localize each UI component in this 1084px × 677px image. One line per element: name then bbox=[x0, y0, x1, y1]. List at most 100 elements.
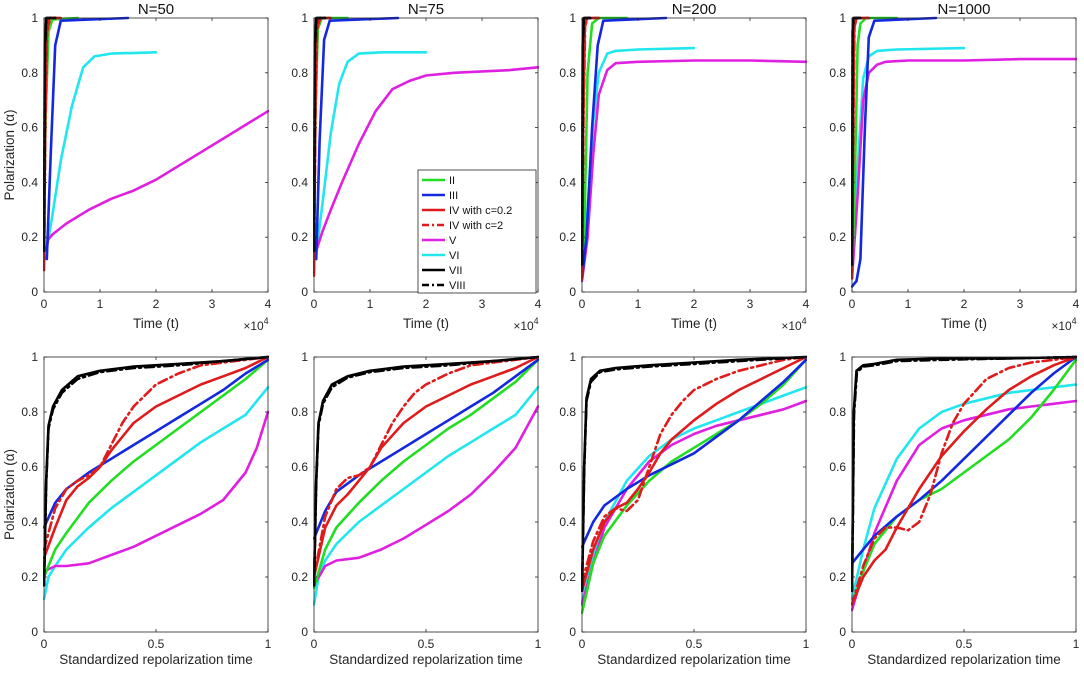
series-line-iii bbox=[581, 16, 668, 280]
y-tick-label: 0.4 bbox=[829, 515, 846, 529]
y-tick-label: 0 bbox=[31, 625, 38, 639]
y-tick-label: 1 bbox=[839, 350, 846, 364]
x-exponent-label: ×104 bbox=[781, 316, 806, 333]
legend-item: VII bbox=[422, 265, 462, 277]
x-tick-label: 3 bbox=[1017, 297, 1024, 311]
series-line-iv-with-c-0-2 bbox=[313, 355, 539, 579]
x-tick-label: 0.5 bbox=[956, 637, 973, 651]
y-tick-label: 0 bbox=[839, 285, 846, 299]
panel-title: N=200 bbox=[672, 1, 717, 18]
panel-7: 0 0.2 0.4 0.6 0.8 1 0 0.5 1 Standardized repolari… bbox=[559, 350, 809, 667]
legend-label: II bbox=[449, 175, 455, 187]
y-tick-label: 0.8 bbox=[829, 66, 846, 80]
y-tick-label: 0.2 bbox=[559, 570, 576, 584]
x-tick-label: 4 bbox=[265, 297, 272, 311]
y-tick-label: 0.4 bbox=[559, 175, 576, 189]
y-tick-label: 0.8 bbox=[21, 405, 38, 419]
legend-item: VI bbox=[422, 250, 459, 262]
x-tick-label: 0.5 bbox=[418, 637, 435, 651]
panel-5: 0 0.2 0.4 0.6 0.8 1 0 0.5 1 Standardized repolari… bbox=[2, 350, 272, 667]
plot-area bbox=[582, 357, 806, 632]
y-tick-label: 0.2 bbox=[21, 570, 38, 584]
y-tick-label: 0.2 bbox=[291, 230, 308, 244]
y-tick-label: 0.2 bbox=[291, 570, 308, 584]
y-tick-label: 0.8 bbox=[21, 66, 38, 80]
x-tick-label: 2 bbox=[961, 297, 968, 311]
x-tick-label: 1 bbox=[535, 637, 542, 651]
y-tick-label: 0.6 bbox=[21, 121, 38, 135]
y-tick-label: 0.6 bbox=[559, 460, 576, 474]
x-tick-label: 2 bbox=[423, 297, 430, 311]
series-line-vi bbox=[313, 386, 539, 606]
x-tick-label: 0 bbox=[41, 637, 48, 651]
y-tick-label: 1 bbox=[301, 350, 308, 364]
legend-box bbox=[417, 169, 537, 294]
y-tick-label: 1 bbox=[301, 11, 308, 25]
legend-item: III bbox=[422, 190, 458, 202]
series-line-iv-with-c-2 bbox=[581, 355, 807, 584]
legend-label: VI bbox=[449, 250, 459, 262]
legend-label: VII bbox=[449, 265, 462, 277]
y-tick-label: 0.4 bbox=[291, 175, 308, 189]
series-line-viii bbox=[313, 355, 539, 587]
x-axis-label: Time (t) bbox=[671, 316, 717, 331]
x-tick-label: 1 bbox=[265, 637, 272, 651]
x-tick-label: 0 bbox=[579, 637, 586, 651]
series-group bbox=[581, 355, 807, 615]
legend-item: IV with c=0.2 bbox=[422, 205, 512, 217]
y-tick-label: 0.6 bbox=[829, 121, 846, 135]
y-tick-label: 1 bbox=[569, 350, 576, 364]
x-tick-label: 0 bbox=[849, 637, 856, 651]
y-tick-label: 0.4 bbox=[21, 175, 38, 189]
y-tick-label: 1 bbox=[31, 350, 38, 364]
plot-area bbox=[44, 357, 268, 632]
x-tick-label: 0 bbox=[41, 297, 48, 311]
x-tick-label: 3 bbox=[479, 297, 486, 311]
x-tick-label: 0 bbox=[849, 297, 856, 311]
series-line-ii bbox=[313, 358, 539, 590]
y-tick-label: 0.8 bbox=[291, 405, 308, 419]
series-line-v bbox=[581, 59, 807, 283]
y-tick-label: 0.6 bbox=[21, 460, 38, 474]
y-tick-label: 0.4 bbox=[829, 175, 846, 189]
x-tick-label: 3 bbox=[747, 297, 754, 311]
x-tick-label: 1 bbox=[367, 297, 374, 311]
series-group bbox=[313, 355, 539, 606]
panel-title: N=1000 bbox=[938, 1, 991, 18]
y-tick-label: 0.8 bbox=[559, 405, 576, 419]
series-group bbox=[851, 355, 1077, 612]
x-tick-label: 0 bbox=[311, 637, 318, 651]
y-tick-label: 0.6 bbox=[291, 121, 308, 135]
panels-layer: 0 0.2 0.4 0.6 0.8 1 0 1 2 3 4 ×104 Time (t) N=50 Polar… bbox=[2, 1, 1080, 667]
series-line-vi bbox=[314, 51, 428, 255]
series-line-v bbox=[313, 405, 539, 587]
x-tick-label: 4 bbox=[535, 297, 542, 311]
y-tick-label: 0 bbox=[839, 625, 846, 639]
series-line-ii bbox=[43, 358, 269, 579]
series-group bbox=[43, 355, 269, 601]
legend-label: IV with c=0.2 bbox=[449, 205, 512, 217]
x-exponent-label: ×104 bbox=[243, 316, 268, 333]
plot-area bbox=[852, 357, 1076, 632]
legend-label: V bbox=[449, 235, 457, 247]
panel-6: 0 0.2 0.4 0.6 0.8 1 0 0.5 1 Standardized repolari… bbox=[291, 350, 541, 667]
y-tick-label: 0 bbox=[569, 285, 576, 299]
series-line-vi bbox=[44, 51, 158, 253]
y-tick-label: 0.8 bbox=[829, 405, 846, 419]
y-tick-label: 0.4 bbox=[21, 515, 38, 529]
y-tick-label: 0.8 bbox=[559, 66, 576, 80]
plot-area bbox=[44, 18, 268, 292]
panel-8: 0 0.2 0.4 0.6 0.8 1 0 0.5 1 Standardized repolari… bbox=[829, 350, 1079, 667]
y-tick-label: 0.4 bbox=[291, 515, 308, 529]
y-tick-label: 1 bbox=[839, 11, 846, 25]
x-tick-label: 1 bbox=[97, 297, 104, 311]
series-line-ii bbox=[581, 358, 807, 615]
plot-area bbox=[582, 18, 806, 292]
x-axis-label: Standardized repolarization time bbox=[867, 652, 1061, 667]
x-tick-label: 4 bbox=[803, 297, 810, 311]
series-line-iii bbox=[581, 358, 807, 549]
series-line-v bbox=[581, 399, 807, 606]
x-axis-label: Time (t) bbox=[403, 316, 449, 331]
